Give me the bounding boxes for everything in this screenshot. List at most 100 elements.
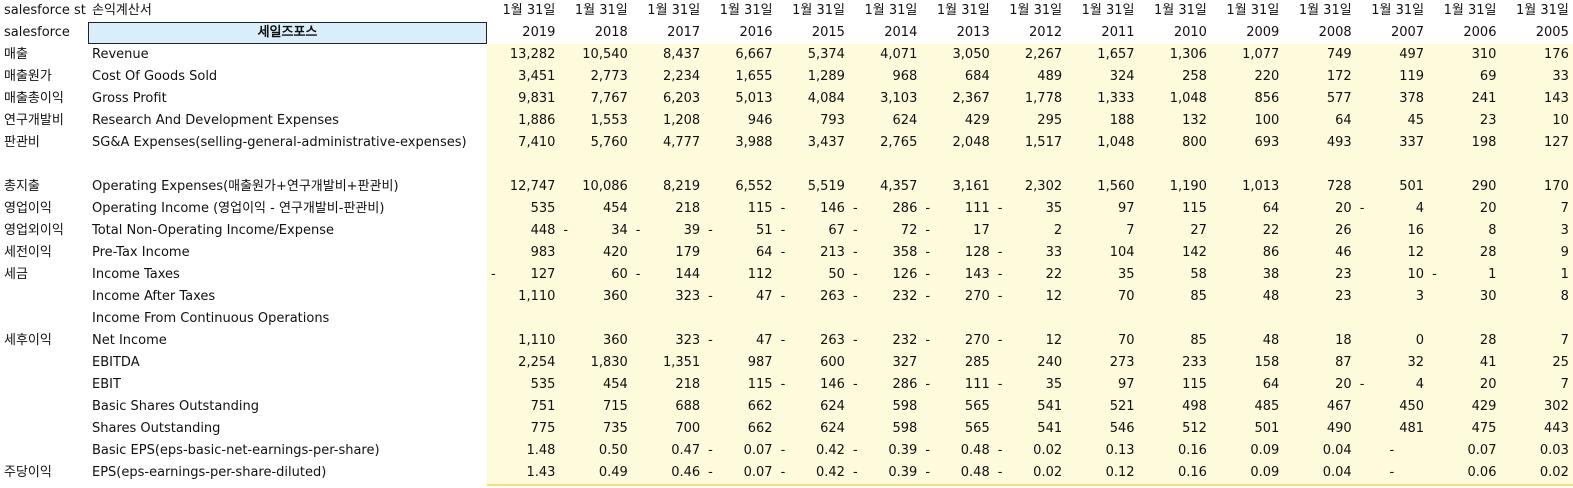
year-header: 2010 <box>1173 25 1207 40</box>
row-label-en: EBIT <box>92 377 121 392</box>
value-cell: 0.04 <box>1283 440 1356 462</box>
year-header: 2016 <box>739 25 773 40</box>
value-cell: 481 <box>1355 418 1429 440</box>
value-cell: 598 <box>848 396 922 418</box>
value-cell: 87 <box>1283 352 1356 374</box>
value-cell: 2,773 <box>559 66 632 88</box>
year-header: 2009 <box>1246 25 1280 40</box>
value-cell: 800 <box>1138 132 1211 154</box>
row-label-ko <box>0 352 88 374</box>
value-cell: 1.43 <box>487 462 560 484</box>
value-cell: 18 <box>1283 330 1356 352</box>
date-header: 1월 31일 <box>1009 3 1063 18</box>
empty-cell <box>993 154 1067 176</box>
value-cell: 188 <box>1066 110 1139 132</box>
value-cell: - 47 <box>704 330 777 352</box>
value-cell: - 0.39 <box>848 440 922 462</box>
row-label-ko <box>0 286 88 308</box>
value-cell: 5,374 <box>776 44 849 66</box>
row-label-en: Income Taxes <box>92 267 180 282</box>
row-label-en: Revenue <box>92 47 149 62</box>
date-header: 1월 31일 <box>1371 3 1425 18</box>
row-label-en: Basic Shares Outstanding <box>92 399 259 414</box>
value-cell: 983 <box>487 242 560 264</box>
value-cell: 475 <box>1428 418 1501 440</box>
value-cell: 1,560 <box>1066 176 1139 198</box>
value-cell: 7,410 <box>487 132 560 154</box>
row-label-ko: 매출원가 <box>4 69 52 84</box>
value-cell: 97 <box>1066 374 1139 396</box>
value-cell: 0.06 <box>1428 462 1501 484</box>
row-label-ko: 매출총이익 <box>4 91 64 106</box>
value-cell: - 213 <box>776 242 849 264</box>
value-cell: - 0.48 <box>921 462 994 484</box>
value-cell: - 358 <box>848 242 922 264</box>
value-cell: 58 <box>1138 264 1211 286</box>
value-cell: 662 <box>704 418 777 440</box>
empty-cell <box>631 154 705 176</box>
value-cell: 3,050 <box>921 44 994 66</box>
row-label-ko <box>0 440 88 462</box>
value-cell: 1,110 <box>487 330 560 352</box>
value-cell: 12 <box>1355 242 1429 264</box>
row-label-en: SG&A Expenses(selling-general-administra… <box>92 135 467 150</box>
empty-cell <box>631 308 705 330</box>
value-cell: - 0.42 <box>776 440 849 462</box>
value-cell: 968 <box>848 66 922 88</box>
row-label-ko: 주당이익 <box>4 465 52 480</box>
empty-cell <box>921 308 994 330</box>
value-cell: 577 <box>1283 88 1356 110</box>
value-cell: 688 <box>631 396 705 418</box>
row-label-en: Pre-Tax Income <box>92 245 190 260</box>
value-cell: - 232 <box>848 330 922 352</box>
row-label-en: Total Non-Operating Income/Expense <box>92 223 334 238</box>
value-cell: 64 <box>1210 198 1284 220</box>
value-cell: 3 <box>1500 220 1573 242</box>
value-cell: 127 <box>1500 132 1573 154</box>
value-cell: 9,831 <box>487 88 560 110</box>
value-cell: 285 <box>921 352 994 374</box>
value-cell: 1,553 <box>559 110 632 132</box>
value-cell: 501 <box>1355 176 1429 198</box>
value-cell: 624 <box>848 110 922 132</box>
value-cell: 0.13 <box>1066 440 1139 462</box>
value-cell: 258 <box>1138 66 1211 88</box>
value-cell: 735 <box>559 418 632 440</box>
value-cell: - 111 <box>921 374 994 396</box>
value-cell: 48 <box>1210 286 1284 308</box>
value-cell: 323 <box>631 330 705 352</box>
date-header: 1월 31일 <box>864 3 918 18</box>
row-label-ko <box>0 374 88 396</box>
value-cell: 498 <box>1138 396 1211 418</box>
value-cell: 8,437 <box>631 44 705 66</box>
value-cell: 1,657 <box>1066 44 1139 66</box>
value-cell: - 146 <box>776 198 849 220</box>
value-cell: - 270 <box>921 330 994 352</box>
value-cell: 302 <box>1500 396 1573 418</box>
row-label-ko <box>0 418 88 440</box>
row-label-en: Basic EPS(eps-basic-net-earnings-per-sha… <box>92 443 380 458</box>
value-cell: 0.16 <box>1138 440 1211 462</box>
date-header: 1월 31일 <box>647 3 701 18</box>
empty-cell <box>559 308 632 330</box>
value-cell: 28 <box>1428 330 1501 352</box>
value-cell: 1,655 <box>704 66 777 88</box>
value-cell: 497 <box>1355 44 1429 66</box>
date-header: 1월 31일 <box>792 3 845 18</box>
value-cell: 1,013 <box>1210 176 1284 198</box>
value-cell: 310 <box>1428 44 1501 66</box>
year-header: 2005 <box>1535 25 1569 40</box>
value-cell: 6,667 <box>704 44 777 66</box>
value-cell: 324 <box>1066 66 1139 88</box>
empty-cell <box>1066 308 1139 330</box>
row-label-en: Cost Of Goods Sold <box>92 69 218 84</box>
value-cell: 28 <box>1428 242 1501 264</box>
date-header: 1월 31일 <box>1515 3 1569 18</box>
value-cell: - <box>1355 462 1429 484</box>
empty-cell <box>848 308 922 330</box>
value-cell: 119 <box>1355 66 1429 88</box>
value-cell: 3,103 <box>848 88 922 110</box>
value-cell: - 17 <box>921 220 994 242</box>
value-cell: 1.48 <box>487 440 560 462</box>
value-cell: 1,886 <box>487 110 560 132</box>
